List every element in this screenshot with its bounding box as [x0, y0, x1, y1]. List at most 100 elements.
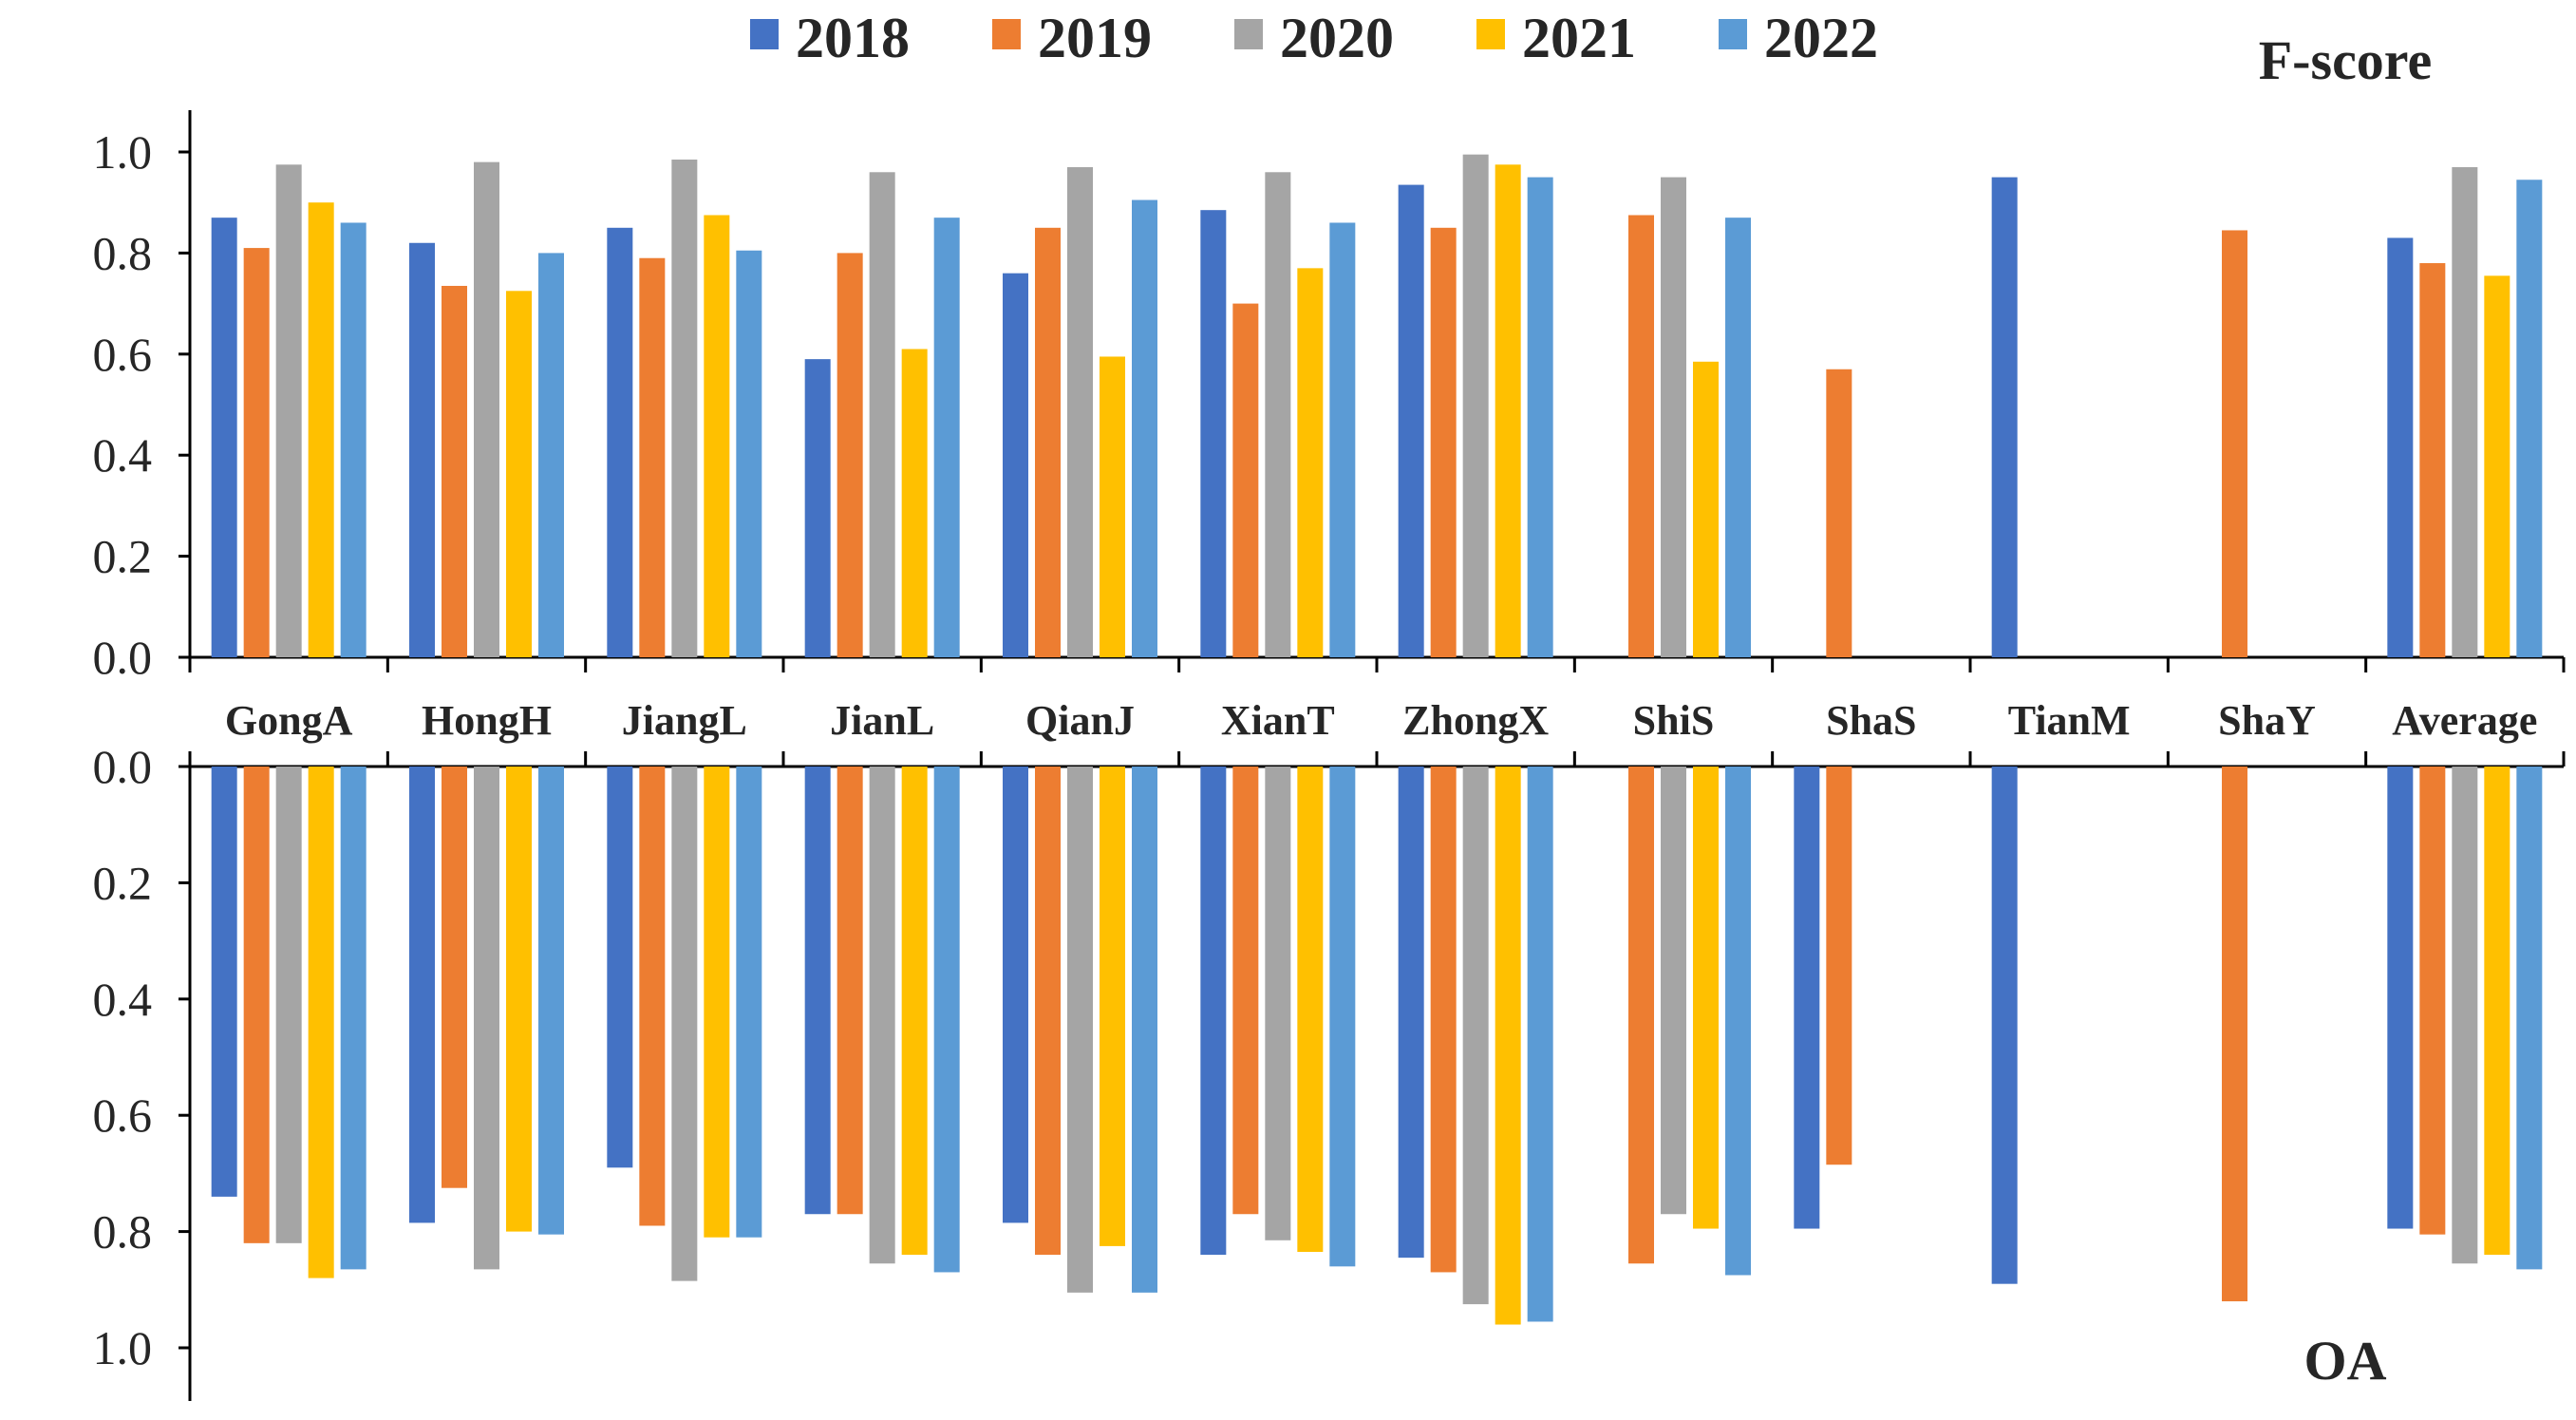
- bar-oa-JiangL-2020: [671, 767, 698, 1281]
- bar-fscore-JianL-2022: [933, 218, 960, 657]
- bar-oa-GongA-2020: [275, 767, 302, 1243]
- bar-fscore-JiangL-2018: [607, 227, 633, 658]
- bar-oa-XianT-2020: [1265, 767, 1291, 1240]
- bar-oa-XianT-2019: [1232, 767, 1259, 1215]
- y-tick-label: 1.0: [93, 125, 153, 179]
- bar-oa-ShiS-2021: [1693, 767, 1719, 1229]
- bar-fscore-XianT-2018: [1200, 210, 1227, 657]
- bar-fscore-ShiS-2021: [1693, 361, 1719, 657]
- bar-oa-JianL-2019: [837, 767, 863, 1215]
- bar-fscore-QianJ-2020: [1067, 166, 1093, 657]
- y-tick-label: 0.0: [93, 631, 153, 684]
- bar-fscore-HongH-2018: [409, 242, 435, 657]
- y-tick-label: 0.4: [93, 973, 153, 1026]
- bar-fscore-JianL-2018: [804, 359, 831, 657]
- y-tick-label: 0.4: [93, 428, 153, 482]
- bar-fscore-XianT-2022: [1329, 222, 1356, 658]
- legend-swatch-2020: [1234, 19, 1263, 49]
- bar-oa-GongA-2021: [308, 767, 334, 1278]
- bar-oa-Average-2022: [2516, 767, 2543, 1270]
- bar-fscore-HongH-2021: [506, 291, 532, 657]
- bar-fscore-ZhongX-2021: [1495, 164, 1521, 658]
- bar-fscore-XianT-2021: [1297, 268, 1324, 657]
- bar-oa-QianJ-2020: [1067, 767, 1093, 1293]
- bar-oa-ShaY-2019: [2222, 767, 2247, 1302]
- bar-oa-Average-2021: [2484, 767, 2510, 1256]
- legend-label-2018: 2018: [796, 7, 910, 69]
- legend-label-2022: 2022: [1764, 7, 1878, 69]
- category-labels: GongA HongH JiangL JianL QianJ XianT ZhongX Shi…: [225, 697, 2537, 744]
- bar-fscore-GongA-2019: [243, 248, 270, 657]
- legend: 2018 2019 2020 2021 2022: [750, 7, 1878, 69]
- bar-fscore-GongA-2022: [340, 222, 367, 658]
- y-tick-label: 0.6: [93, 1089, 153, 1142]
- fscore-panel-title: F-score: [2259, 29, 2433, 91]
- fscore-panel: 0.0 0.2 0.4 0.6 0.8 1.0: [93, 110, 2566, 684]
- bar-oa-ShiS-2022: [1725, 767, 1751, 1276]
- bar-fscore-HongH-2019: [442, 285, 467, 657]
- bar-oa-JianL-2022: [933, 767, 960, 1273]
- bar-fscore-JiangL-2022: [736, 250, 762, 657]
- bar-oa-GongA-2022: [340, 767, 367, 1270]
- bar-fscore-HongH-2022: [538, 253, 564, 657]
- bar-oa-QianJ-2022: [1132, 767, 1157, 1293]
- bar-fscore-QianJ-2022: [1132, 199, 1157, 658]
- bar-oa-JianL-2021: [901, 767, 928, 1256]
- bar-oa-JianL-2018: [804, 767, 831, 1215]
- oa-panel: 0.0 0.2 0.4 0.6 0.8 1.0: [93, 740, 2566, 1401]
- bar-oa-XianT-2022: [1329, 767, 1356, 1267]
- y-tick-label: 1.0: [93, 1321, 153, 1374]
- bar-oa-ShiS-2019: [1628, 767, 1654, 1264]
- bar-fscore-TianM-2018: [1991, 177, 2018, 657]
- bar-oa-ZhongX-2018: [1398, 767, 1424, 1259]
- category-label: ShaS: [1826, 697, 1916, 744]
- legend-swatch-2018: [750, 19, 779, 49]
- bar-oa-HongH-2020: [474, 767, 499, 1270]
- category-label: ZhongX: [1402, 697, 1549, 744]
- bar-oa-HongH-2022: [538, 767, 564, 1235]
- category-label: GongA: [225, 697, 353, 744]
- bar-fscore-GongA-2021: [308, 202, 334, 657]
- bar-oa-QianJ-2018: [1003, 767, 1028, 1223]
- category-label: XianT: [1221, 697, 1335, 744]
- bar-oa-JiangL-2021: [704, 767, 730, 1238]
- bar-oa-GongA-2018: [211, 767, 237, 1197]
- bar-fscore-JiangL-2020: [671, 159, 698, 658]
- bar-fscore-Average-2022: [2516, 180, 2543, 657]
- bar-fscore-QianJ-2018: [1003, 273, 1028, 657]
- bar-fscore-HongH-2020: [474, 161, 499, 657]
- category-label: QianJ: [1025, 697, 1135, 744]
- bar-oa-ZhongX-2022: [1527, 767, 1553, 1322]
- y-tick-label: 0.2: [93, 856, 153, 909]
- bar-oa-JiangL-2019: [639, 767, 666, 1226]
- bar-oa-Average-2018: [2387, 767, 2414, 1229]
- bar-fscore-ShiS-2022: [1725, 218, 1751, 657]
- y-tick-label: 0.2: [93, 530, 153, 583]
- bar-oa-XianT-2021: [1297, 767, 1324, 1253]
- y-tick-label: 0.6: [93, 328, 153, 381]
- bar-oa-Average-2020: [2452, 767, 2478, 1264]
- category-label: HongH: [422, 697, 552, 744]
- category-label: TianM: [2008, 697, 2131, 744]
- bar-fscore-Average-2020: [2452, 166, 2478, 657]
- bar-fscore-ZhongX-2019: [1430, 227, 1457, 658]
- bar-oa-GongA-2019: [243, 767, 270, 1243]
- bar-fscore-ShiS-2020: [1661, 177, 1686, 657]
- bar-fscore-Average-2018: [2387, 237, 2414, 657]
- bar-fscore-Average-2019: [2419, 263, 2446, 657]
- bar-oa-HongH-2021: [506, 767, 532, 1232]
- bar-fscore-QianJ-2021: [1100, 356, 1125, 657]
- bar-fscore-JianL-2020: [869, 172, 895, 657]
- category-label: JianL: [830, 697, 934, 744]
- bar-fscore-GongA-2020: [275, 164, 302, 658]
- y-tick-label: 0.8: [93, 1205, 153, 1259]
- y-tick-label: 0.8: [93, 226, 153, 279]
- bar-fscore-XianT-2019: [1232, 303, 1259, 657]
- category-label: Average: [2392, 697, 2537, 744]
- bar-oa-Average-2019: [2419, 767, 2446, 1235]
- bar-oa-ShaS-2018: [1794, 767, 1820, 1229]
- bar-fscore-ShaS-2019: [1826, 369, 1852, 657]
- bar-fscore-ZhongX-2020: [1462, 154, 1489, 657]
- y-tick-label: 0.0: [93, 740, 153, 793]
- bar-oa-XianT-2018: [1200, 767, 1227, 1256]
